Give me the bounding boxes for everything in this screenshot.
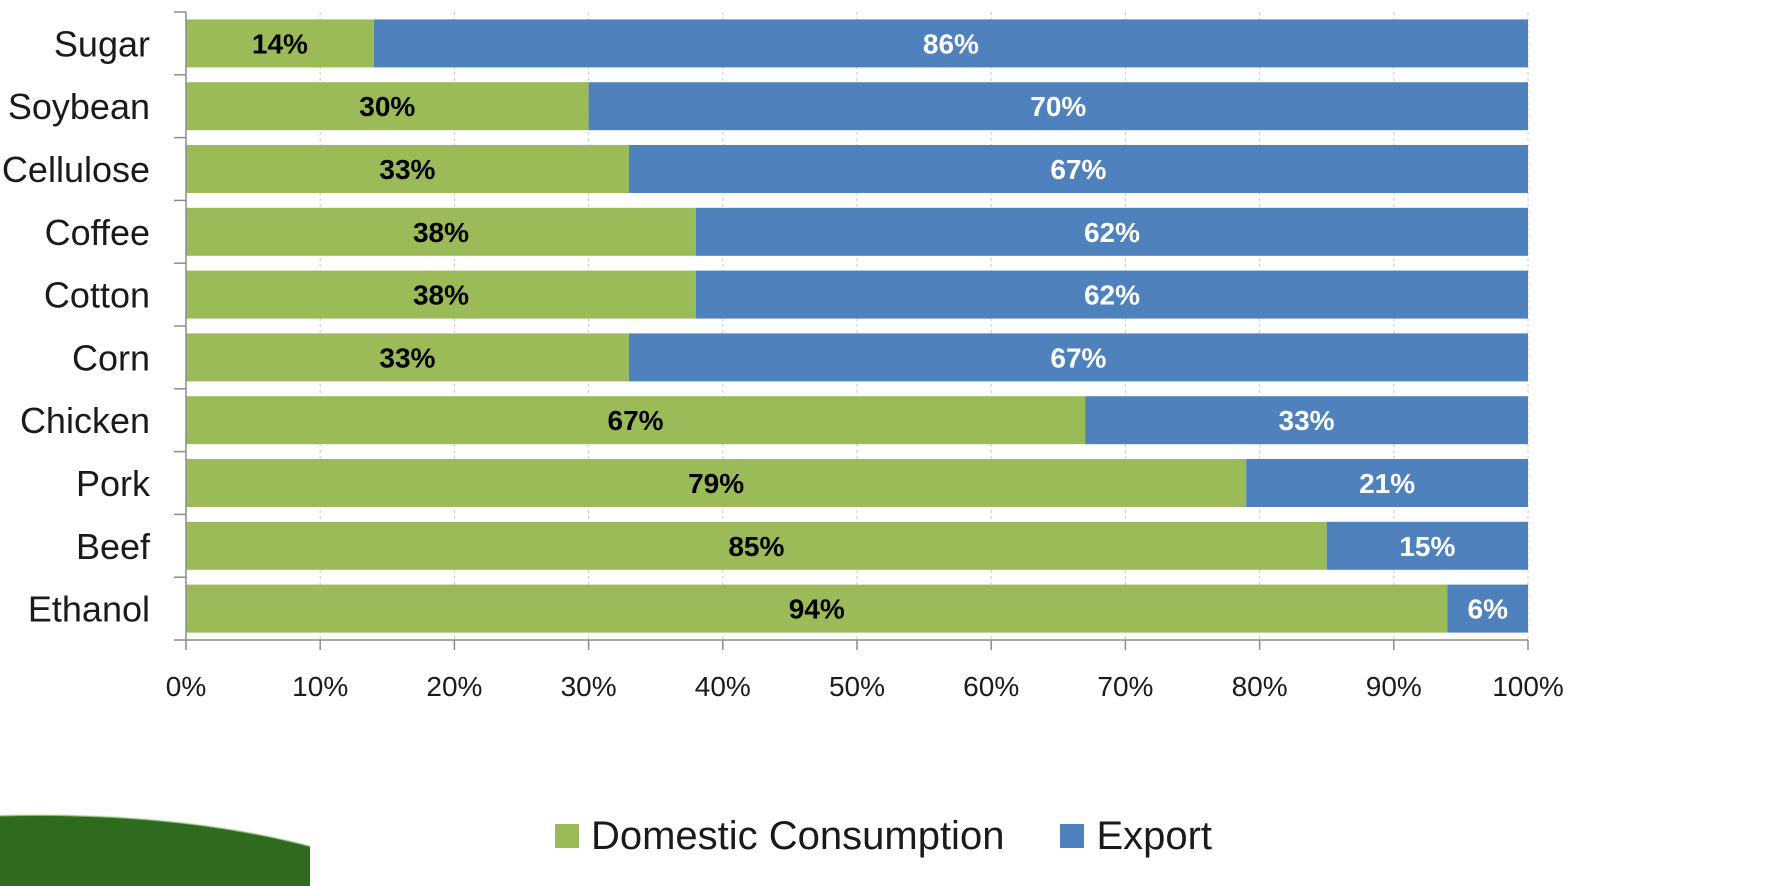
legend-item-export: Export	[1060, 814, 1212, 859]
x-tick-label: 10%	[292, 671, 348, 702]
data-label-export: 15%	[1399, 531, 1455, 562]
data-label-domestic: 33%	[379, 154, 435, 185]
x-tick-label: 100%	[1492, 671, 1564, 702]
data-label-domestic: 33%	[379, 342, 435, 373]
data-label-export: 21%	[1359, 468, 1415, 499]
data-label-domestic: 94%	[789, 594, 845, 625]
data-label-export: 62%	[1084, 280, 1140, 311]
bar-export	[628, 333, 1528, 382]
x-tick-label: 50%	[829, 671, 885, 702]
legend-label-export: Export	[1096, 813, 1213, 858]
bar-domestic	[186, 521, 1327, 570]
bar-domestic	[186, 459, 1247, 507]
x-tick-label: 80%	[1232, 671, 1288, 702]
bar-domestic	[186, 145, 629, 193]
x-tick-label: 20%	[426, 671, 482, 702]
bar-export	[628, 145, 1528, 193]
category-label: Soybean	[8, 86, 150, 127]
category-label: Ethanol	[28, 589, 150, 630]
x-tick-label: 0%	[166, 671, 206, 702]
data-label-export: 70%	[1030, 91, 1086, 122]
x-tick-label: 30%	[561, 671, 617, 702]
data-label-domestic: 79%	[688, 468, 744, 499]
data-label-domestic: 14%	[252, 28, 308, 59]
bar-export	[1085, 396, 1528, 445]
x-tick-label: 40%	[695, 671, 751, 702]
x-tick-label: 70%	[1097, 671, 1153, 702]
legend-item-domestic: Domestic Consumption	[554, 813, 1005, 859]
data-label-domestic: 38%	[413, 280, 469, 311]
bar-domestic	[186, 333, 629, 382]
bar-domestic	[186, 270, 696, 319]
data-label-export: 67%	[1050, 154, 1106, 185]
category-label: Beef	[76, 526, 151, 567]
x-tick-label: 60%	[963, 671, 1019, 702]
data-label-domestic: 38%	[413, 217, 469, 248]
bar-domestic	[186, 19, 374, 68]
bar-domestic	[186, 396, 1086, 445]
category-label: Coffee	[45, 212, 150, 253]
bar-domestic	[186, 82, 589, 131]
legend-label-domestic: Domestic Consumption	[590, 813, 1005, 858]
bar-export	[373, 19, 1528, 68]
category-label: Cellulose	[2, 149, 150, 190]
x-tick-label: 90%	[1366, 671, 1422, 702]
bar-domestic	[186, 207, 696, 256]
bar-export	[588, 82, 1528, 131]
category-label: Cotton	[44, 275, 150, 316]
data-label-export: 6%	[1468, 594, 1509, 625]
bar-export	[1246, 459, 1528, 507]
data-label-export: 33%	[1279, 405, 1335, 436]
bar-export	[695, 270, 1528, 319]
data-label-domestic: 85%	[728, 531, 784, 562]
decorative-swoosh	[0, 814, 310, 886]
category-label: Sugar	[54, 23, 150, 64]
bar-export	[695, 207, 1528, 256]
bar-export	[1447, 584, 1528, 633]
category-label: Chicken	[20, 400, 150, 441]
legend-swatch-export	[1060, 824, 1085, 848]
data-label-export: 62%	[1084, 217, 1140, 248]
bar-domestic	[186, 584, 1448, 633]
data-label-export: 86%	[923, 28, 979, 59]
data-label-domestic: 67%	[608, 405, 664, 436]
legend: Domestic Consumption Export	[0, 810, 1767, 862]
data-label-domestic: 30%	[359, 91, 415, 122]
category-label: Corn	[72, 337, 150, 378]
bar-export	[1326, 521, 1528, 570]
category-label: Pork	[76, 463, 151, 504]
legend-swatch-domestic	[554, 824, 579, 848]
stacked-bar-chart: 14% 86% Sugar 30% 70% Soybean 33% 67% Cellulose 3…	[2, 11, 1564, 702]
data-label-export: 67%	[1050, 342, 1106, 373]
